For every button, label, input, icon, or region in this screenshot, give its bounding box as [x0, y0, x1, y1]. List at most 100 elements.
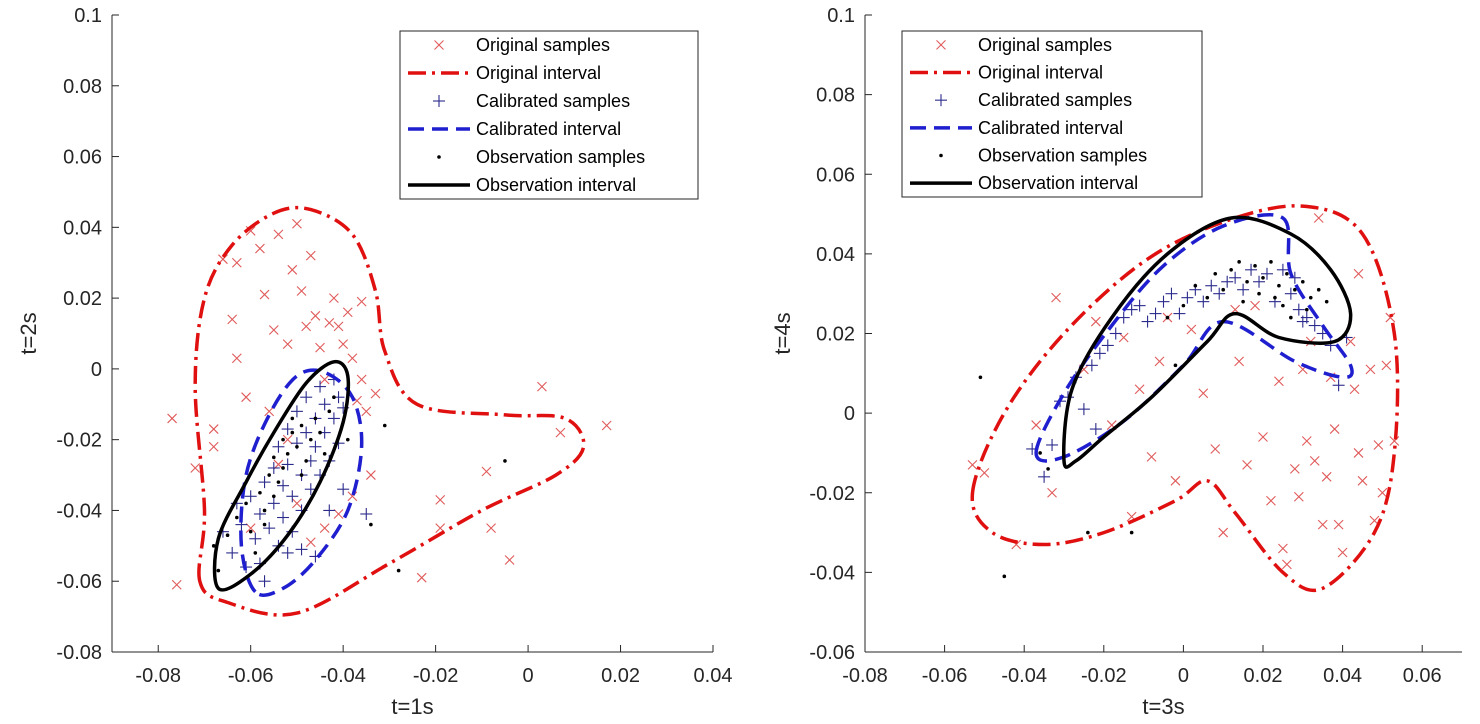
data-point-b	[231, 257, 242, 268]
legend-entry-label: Calibrated interval	[978, 118, 1123, 138]
y-tick-label: 0.06	[816, 164, 855, 186]
data-point	[281, 458, 294, 471]
data-point	[1221, 275, 1234, 288]
x-tick-label: 0	[523, 665, 534, 687]
data-point	[1317, 519, 1328, 530]
data-point-b	[1337, 547, 1348, 558]
data-point	[281, 423, 294, 436]
data-point-b	[1333, 519, 1344, 530]
data-point	[301, 321, 312, 332]
data-point-b	[1377, 487, 1388, 498]
data-point	[296, 286, 307, 296]
series-x	[167, 218, 612, 590]
data-point-b	[1309, 456, 1320, 466]
data-point	[1301, 279, 1305, 284]
data-point	[356, 374, 367, 385]
data-point	[319, 374, 330, 385]
data-point-b	[1274, 376, 1284, 387]
data-point-b	[481, 466, 492, 477]
data-point	[227, 314, 238, 325]
data-point-b	[1266, 495, 1276, 506]
data-point	[249, 532, 262, 545]
data-point-b	[1353, 448, 1364, 458]
data-point-b	[1210, 444, 1221, 454]
y-tick-label: 0.04	[63, 217, 102, 239]
data-point	[1349, 384, 1360, 395]
data-point	[1277, 283, 1281, 288]
data-point	[338, 339, 349, 350]
data-point-b	[305, 537, 316, 548]
data-point-b	[292, 498, 302, 509]
y-tick-label: 0.06	[63, 147, 102, 169]
y-tick-label: -0.06	[56, 571, 102, 593]
data-point	[1109, 327, 1122, 340]
data-point	[1205, 295, 1210, 300]
data-point-b	[333, 321, 344, 332]
data-point	[313, 416, 318, 421]
data-point-b	[1278, 543, 1288, 554]
data-point	[1257, 291, 1261, 296]
data-point	[1274, 376, 1284, 387]
data-point-b	[305, 250, 316, 261]
data-point-b	[1106, 420, 1117, 430]
data-point-b	[338, 339, 349, 350]
legend-box	[399, 30, 699, 200]
data-point	[337, 483, 350, 496]
legend-entry-label: Observation interval	[476, 175, 636, 195]
data-point	[262, 522, 267, 527]
data-point	[1101, 339, 1114, 352]
data-point-b	[329, 293, 339, 304]
data-point	[1365, 364, 1376, 375]
data-point	[1296, 315, 1309, 328]
data-point-b	[979, 467, 990, 478]
data-point-b	[241, 392, 251, 403]
data-point-b	[435, 523, 446, 534]
data-point	[285, 452, 290, 456]
data-point-b	[1345, 336, 1356, 347]
x-tick-label: 0	[1178, 665, 1189, 687]
data-point	[360, 507, 373, 520]
data-point	[1173, 307, 1186, 320]
y-tick-label: -0.04	[56, 500, 102, 522]
data-point-b	[268, 325, 279, 335]
data-point	[1377, 487, 1388, 498]
y-axis-label: t=4s	[770, 312, 795, 354]
data-point-b	[167, 413, 177, 424]
data-point	[1337, 547, 1348, 558]
data-point	[1237, 260, 1241, 264]
x-tick-label: -0.06	[922, 665, 968, 687]
y-tick-label: 0.02	[63, 288, 102, 310]
data-point	[263, 522, 276, 535]
data-point	[277, 479, 290, 492]
data-point	[1221, 287, 1225, 292]
data-point	[244, 490, 257, 503]
data-point	[241, 392, 251, 403]
x-tick-label: 0.02	[601, 665, 640, 687]
data-point	[190, 463, 201, 473]
data-point	[1118, 332, 1129, 343]
data-point-b	[1090, 316, 1101, 327]
data-point	[1245, 279, 1249, 284]
data-point	[396, 568, 401, 573]
data-point	[253, 507, 266, 520]
data-point-b	[282, 434, 293, 445]
data-point	[1241, 299, 1245, 304]
data-point	[1038, 470, 1051, 483]
data-point	[382, 423, 387, 428]
data-point	[342, 307, 353, 318]
x-tick-label: 0.04	[694, 665, 733, 687]
series-+	[216, 373, 373, 588]
x-tick-label: 0.04	[1323, 665, 1362, 687]
data-point	[1146, 452, 1157, 462]
data-point	[1170, 475, 1181, 486]
x-tick-label: -0.04	[320, 665, 366, 687]
data-point-b	[1289, 463, 1300, 474]
legend-marker-symbol	[939, 153, 943, 158]
data-point-b	[1198, 388, 1209, 399]
data-point	[481, 466, 492, 477]
data-point	[1253, 275, 1266, 288]
legend: Original samples Original interval Calibra…	[399, 30, 699, 200]
data-point	[299, 473, 304, 477]
data-point	[1229, 271, 1242, 284]
data-point	[1250, 300, 1260, 311]
